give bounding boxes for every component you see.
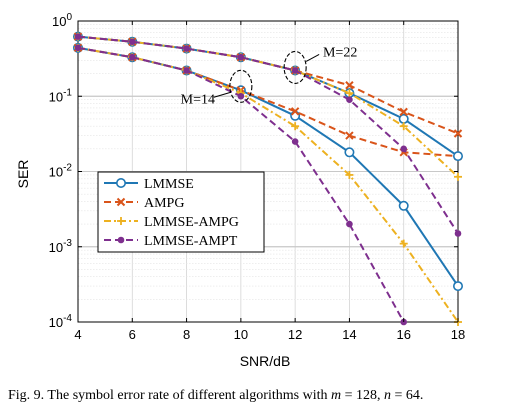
data-point-lmmse-ampt-M22-7 xyxy=(454,230,462,237)
data-point-lmmse-ampt-M22-3 xyxy=(237,53,245,61)
caption-lead: Fig. 9. The symbol error rate of differe… xyxy=(8,388,331,403)
data-point-lmmse-M14-7 xyxy=(452,281,463,292)
legend: LMMSE AMPG LMMSE-AMPG LMMSE-AMPT xyxy=(97,171,265,253)
caption-m-value: = 128, xyxy=(341,388,385,403)
figure-caption: Fig. 9. The symbol error rate of differe… xyxy=(8,388,523,404)
series-lmmse-ampt-m14 xyxy=(74,44,408,326)
data-point-lmmse-M14-4 xyxy=(290,110,301,121)
annotation-label-m14: M=14 xyxy=(181,92,215,107)
caption-var-n: n xyxy=(384,388,392,403)
axis-ticks: 4 6 8 10 12 14 16 18 10-4 10-3 10-2 10-1 100 xyxy=(49,12,466,342)
series-line-6 xyxy=(77,35,459,178)
caption-var-m: m xyxy=(330,388,342,403)
annotation-ellipse-m22 xyxy=(283,50,307,85)
data-point-lmmse-M22-6 xyxy=(398,113,409,124)
data-point-ampg-M22-5 xyxy=(345,81,354,90)
data-point-ampg-M14-legend xyxy=(116,197,126,207)
data-point-lmmse-M14-legend xyxy=(116,178,127,189)
data-point-ampg-M14-5 xyxy=(345,131,354,140)
y-tick-label-1: 10-3 xyxy=(49,238,73,255)
legend-entry-ampg: AMPG xyxy=(104,196,184,211)
data-point-lmmse-M14-6 xyxy=(398,200,409,211)
data-point-lmmse-M22-7 xyxy=(452,151,463,162)
series-line-1 xyxy=(77,46,459,158)
legend-box xyxy=(97,171,265,253)
data-point-lmmse-ampg-M22-7 xyxy=(454,172,462,181)
annotation-ellipse-m14 xyxy=(229,69,253,103)
data-point-lmmse-ampt-M22-1 xyxy=(128,38,136,46)
x-tick-label-6: 16 xyxy=(396,327,410,342)
legend-label-ampg: AMPG xyxy=(144,196,184,211)
legend-entry-lmmse-ampg: LMMSE-AMPG xyxy=(104,215,239,230)
data-point-ampg-M22-7 xyxy=(453,129,463,138)
x-tick-label-4: 12 xyxy=(288,327,302,342)
x-axis-title: SNR/dB xyxy=(240,353,291,369)
annotation-label-m22: M=22 xyxy=(323,45,357,60)
caption-n-value: = 64. xyxy=(391,388,424,403)
data-point-lmmse-ampg-M22-5 xyxy=(345,89,354,98)
series-line-7 xyxy=(77,35,459,235)
x-tick-label-5: 14 xyxy=(342,327,356,342)
data-point-lmmse-ampt-M14-0 xyxy=(74,44,82,52)
y-tick-label-3: 10-1 xyxy=(49,87,73,104)
data-point-lmmse-ampt-M22-6 xyxy=(400,145,408,153)
series-lmmse-ampt-m22 xyxy=(74,33,462,237)
annotations: M=14 M=22 xyxy=(181,45,358,107)
x-tick-label-0: 4 xyxy=(74,327,81,342)
data-point-lmmse-ampt-M14-legend xyxy=(117,236,125,244)
annotation-leader-m14 xyxy=(213,91,231,98)
data-point-lmmse-ampg-M14-5 xyxy=(345,170,354,179)
series-line-2 xyxy=(77,46,459,323)
data-point-lmmse-ampt-M22-5 xyxy=(346,96,353,103)
legend-label-lmmse-ampt: LMMSE-AMPT xyxy=(144,234,238,249)
data-point-lmmse-ampt-M22-4 xyxy=(291,67,299,74)
data-point-lmmse-ampt-M22-0 xyxy=(74,33,82,40)
data-point-lmmse-ampg-M14-4 xyxy=(291,122,300,131)
legend-entry-lmmse-ampt: LMMSE-AMPT xyxy=(104,234,238,249)
ser-chart: 4 6 8 10 12 14 16 18 10-4 10-3 10-2 10-1 100 M=14 M=2… xyxy=(15,12,466,369)
x-tick-label-2: 8 xyxy=(183,327,190,342)
x-tick-label-3: 10 xyxy=(234,327,248,342)
annotation-leader-m22 xyxy=(305,54,320,62)
data-point-lmmse-ampg-M14-legend xyxy=(117,217,125,225)
legend-entry-lmmse: LMMSE xyxy=(104,177,194,192)
data-point-lmmse-ampg-M22-6 xyxy=(399,122,408,131)
data-point-lmmse-ampt-M14-5 xyxy=(346,220,353,228)
data-point-lmmse-ampt-M14-2 xyxy=(183,67,190,74)
data-point-lmmse-ampt-M14-3 xyxy=(237,92,245,100)
legend-label-lmmse-ampg: LMMSE-AMPG xyxy=(144,215,239,230)
y-axis-title: SER xyxy=(15,160,31,189)
x-tick-label-7: 18 xyxy=(451,327,465,342)
data-point-ampg-M14-4 xyxy=(290,107,300,116)
data-point-lmmse-ampt-M14-1 xyxy=(128,53,136,61)
data-point-ampg-M22-6 xyxy=(399,107,408,117)
x-tick-label-1: 6 xyxy=(129,327,136,342)
data-point-lmmse-ampt-M22-2 xyxy=(183,45,190,52)
data-point-lmmse-ampt-M14-4 xyxy=(291,138,299,145)
series-layer xyxy=(73,31,463,326)
data-point-lmmse-M14-5 xyxy=(344,147,355,158)
legend-label-lmmse: LMMSE xyxy=(144,177,194,192)
data-point-lmmse-ampg-M14-6 xyxy=(399,239,408,248)
y-tick-label-4: 100 xyxy=(52,12,72,29)
y-tick-label-0: 10-4 xyxy=(49,313,73,330)
y-tick-label-2: 10-2 xyxy=(49,163,73,180)
